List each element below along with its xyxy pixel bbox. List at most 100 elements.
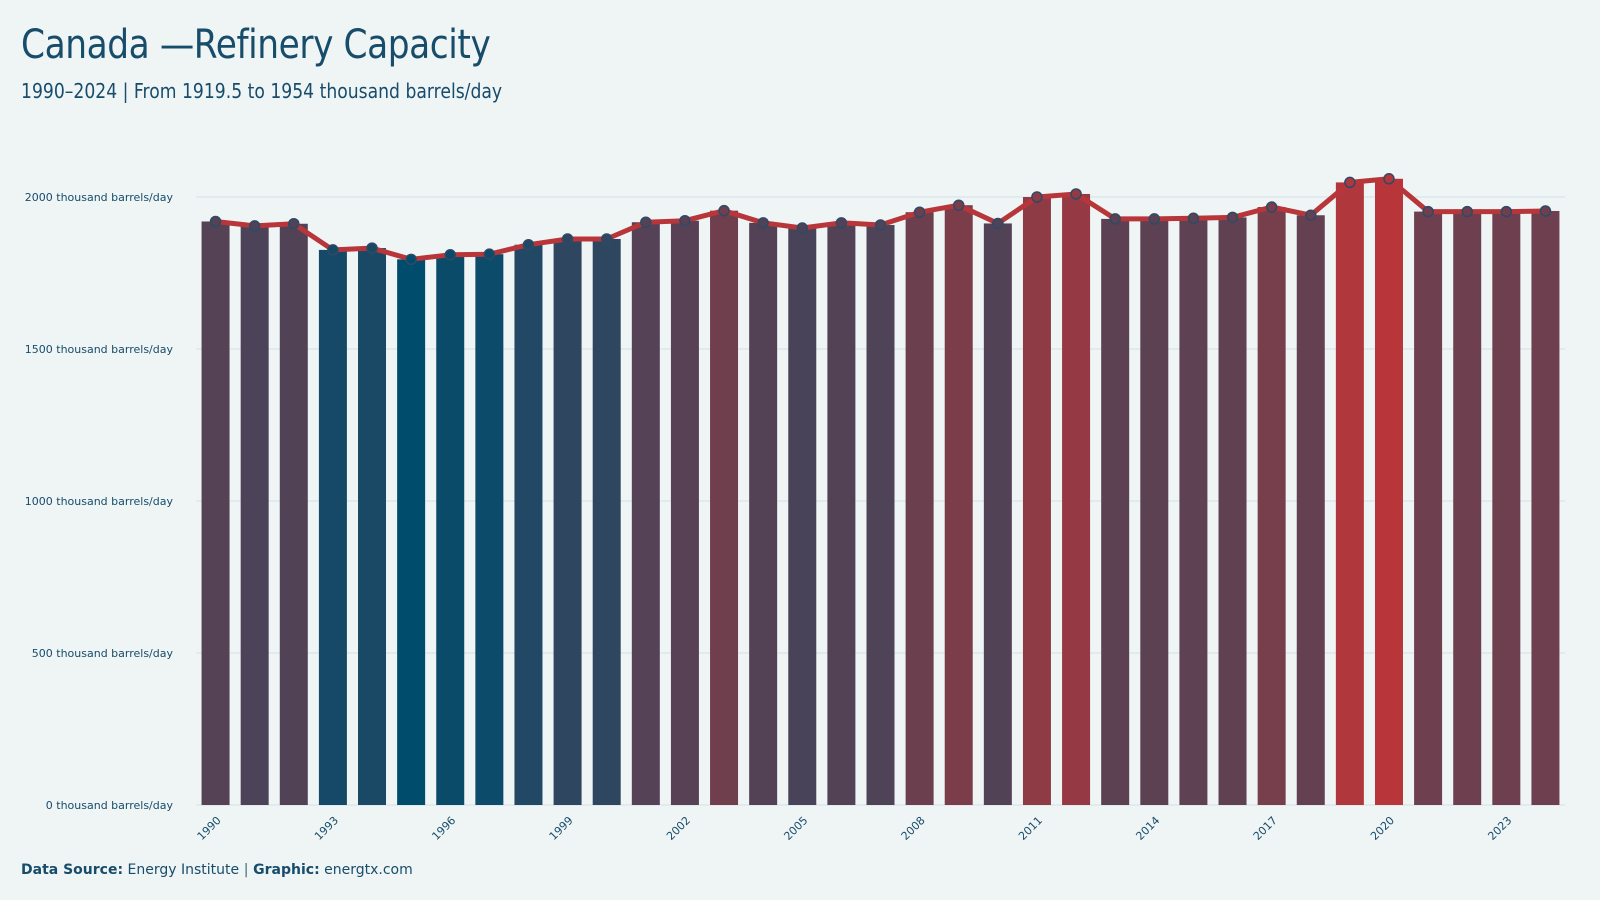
point-2015 bbox=[1187, 212, 1200, 225]
x-tick-label: 2011 bbox=[1016, 814, 1045, 843]
point-1996 bbox=[444, 249, 456, 261]
x-tick-label: 2002 bbox=[664, 814, 693, 843]
bar-2006 bbox=[827, 222, 856, 806]
point-2017 bbox=[1265, 201, 1278, 213]
point-2000 bbox=[600, 233, 613, 245]
bar-2017 bbox=[1257, 207, 1286, 806]
bar-1990 bbox=[201, 221, 230, 806]
bar-2022 bbox=[1453, 211, 1482, 806]
bar-1996 bbox=[436, 254, 465, 805]
point-2005 bbox=[796, 222, 809, 234]
point-2004 bbox=[757, 217, 769, 229]
bar-2009 bbox=[944, 205, 973, 805]
bar-2015 bbox=[1179, 218, 1208, 805]
x-tick-label: 2005 bbox=[781, 814, 810, 843]
bar-2024 bbox=[1531, 210, 1560, 805]
bar-1993 bbox=[318, 249, 347, 805]
bar-2004 bbox=[749, 222, 778, 806]
x-tick-label: 1990 bbox=[195, 814, 224, 843]
point-1999 bbox=[561, 233, 574, 245]
bar-2005 bbox=[788, 228, 817, 805]
bar-2020 bbox=[1374, 178, 1403, 805]
point-2022 bbox=[1461, 205, 1473, 218]
bar-2001 bbox=[631, 222, 660, 805]
graphic-label: Graphic: bbox=[253, 862, 320, 878]
x-tick-label: 2020 bbox=[1368, 814, 1397, 843]
point-2006 bbox=[835, 217, 848, 229]
point-2007 bbox=[874, 219, 887, 231]
y-tick-label: 1500 thousand barrels/day bbox=[25, 343, 174, 356]
y-axis-labels: 0 thousand barrels/day 500 thousand barre… bbox=[25, 191, 174, 812]
point-1997 bbox=[483, 248, 496, 260]
footer-separator: | bbox=[243, 862, 249, 878]
point-2013 bbox=[1109, 213, 1121, 225]
point-1998 bbox=[522, 238, 535, 251]
bar-2021 bbox=[1414, 211, 1443, 806]
point-2002 bbox=[679, 214, 691, 227]
bar-1991 bbox=[240, 225, 269, 805]
x-tick-label: 1993 bbox=[312, 814, 341, 843]
bar-2019 bbox=[1335, 182, 1364, 805]
source-label: Data Source: bbox=[21, 862, 124, 878]
point-2018 bbox=[1305, 209, 1317, 221]
bars bbox=[201, 178, 1560, 806]
point-2024 bbox=[1539, 205, 1552, 217]
bar-2002 bbox=[670, 220, 699, 805]
bar-2016 bbox=[1218, 217, 1247, 806]
bar-1997 bbox=[475, 254, 504, 806]
bar-1998 bbox=[514, 244, 543, 805]
bar-2000 bbox=[592, 238, 621, 805]
bar-1995 bbox=[397, 259, 426, 805]
footer: Data Source: Energy Institute | Graphic:… bbox=[21, 862, 413, 878]
point-2009 bbox=[952, 199, 965, 211]
x-tick-label: 1996 bbox=[429, 814, 458, 843]
point-2020 bbox=[1383, 173, 1395, 185]
bar-2018 bbox=[1296, 215, 1325, 806]
bar-2010 bbox=[983, 223, 1012, 805]
y-tick-label: 500 thousand barrels/day bbox=[32, 647, 174, 660]
point-2008 bbox=[913, 206, 926, 218]
graphic-value: energtx.com bbox=[324, 862, 413, 878]
point-1993 bbox=[327, 244, 339, 256]
trend-points bbox=[209, 173, 1552, 266]
point-1992 bbox=[288, 218, 300, 230]
x-tick-label: 2017 bbox=[1251, 814, 1280, 843]
bar-2003 bbox=[710, 210, 739, 805]
point-2023 bbox=[1500, 205, 1513, 218]
chart-title: Canada —Refinery Capacity bbox=[21, 22, 491, 68]
bar-2008 bbox=[905, 212, 934, 805]
bar-2013 bbox=[1101, 218, 1130, 805]
source-value: Energy Institute bbox=[127, 862, 240, 878]
point-2014 bbox=[1148, 213, 1161, 225]
bar-1999 bbox=[553, 238, 582, 805]
bar-1992 bbox=[279, 223, 308, 805]
point-2019 bbox=[1344, 176, 1356, 189]
bar-2023 bbox=[1492, 211, 1521, 806]
bar-2007 bbox=[866, 224, 895, 805]
point-2011 bbox=[1031, 191, 1043, 203]
point-1990 bbox=[209, 215, 222, 228]
point-1994 bbox=[366, 242, 378, 254]
x-axis-labels: 1990 1993 1996 1999 2002 2005 2008 2011 2014 2017… bbox=[195, 814, 1515, 843]
point-2021 bbox=[1422, 205, 1434, 218]
y-tick-label: 0 thousand barrels/day bbox=[46, 799, 174, 812]
point-2012 bbox=[1070, 188, 1082, 200]
point-2003 bbox=[718, 204, 730, 217]
x-tick-label: 2014 bbox=[1133, 814, 1162, 843]
bar-2012 bbox=[1062, 193, 1091, 805]
bar-1994 bbox=[358, 248, 387, 805]
bar-2014 bbox=[1140, 218, 1169, 805]
point-2016 bbox=[1226, 211, 1239, 224]
chart-subtitle: 1990–2024 | From 1919.5 to 1954 thousand… bbox=[21, 79, 503, 103]
point-1995 bbox=[405, 253, 417, 266]
y-tick-label: 1000 thousand barrels/day bbox=[25, 495, 174, 508]
x-tick-label: 2008 bbox=[899, 814, 928, 843]
point-1991 bbox=[248, 220, 261, 232]
y-tick-label: 2000 thousand barrels/day bbox=[25, 191, 174, 204]
point-2001 bbox=[640, 216, 652, 228]
bar-2011 bbox=[1022, 197, 1051, 805]
x-tick-label: 1999 bbox=[547, 814, 576, 843]
x-tick-label: 2023 bbox=[1485, 814, 1514, 843]
point-2010 bbox=[992, 217, 1004, 230]
